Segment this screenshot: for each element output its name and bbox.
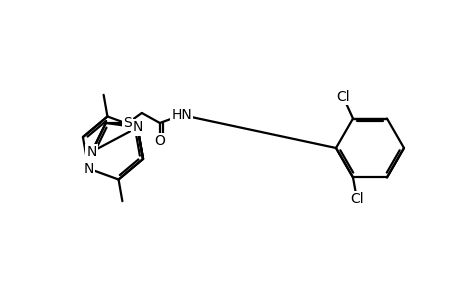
Text: S: S <box>123 116 132 130</box>
Text: N: N <box>86 145 97 159</box>
Text: Cl: Cl <box>349 192 363 206</box>
Text: N: N <box>132 120 142 134</box>
Text: N: N <box>132 120 142 134</box>
Text: Cl: Cl <box>336 90 349 104</box>
Text: O: O <box>154 134 165 148</box>
Text: HN: HN <box>171 108 192 122</box>
Text: N: N <box>83 162 94 176</box>
